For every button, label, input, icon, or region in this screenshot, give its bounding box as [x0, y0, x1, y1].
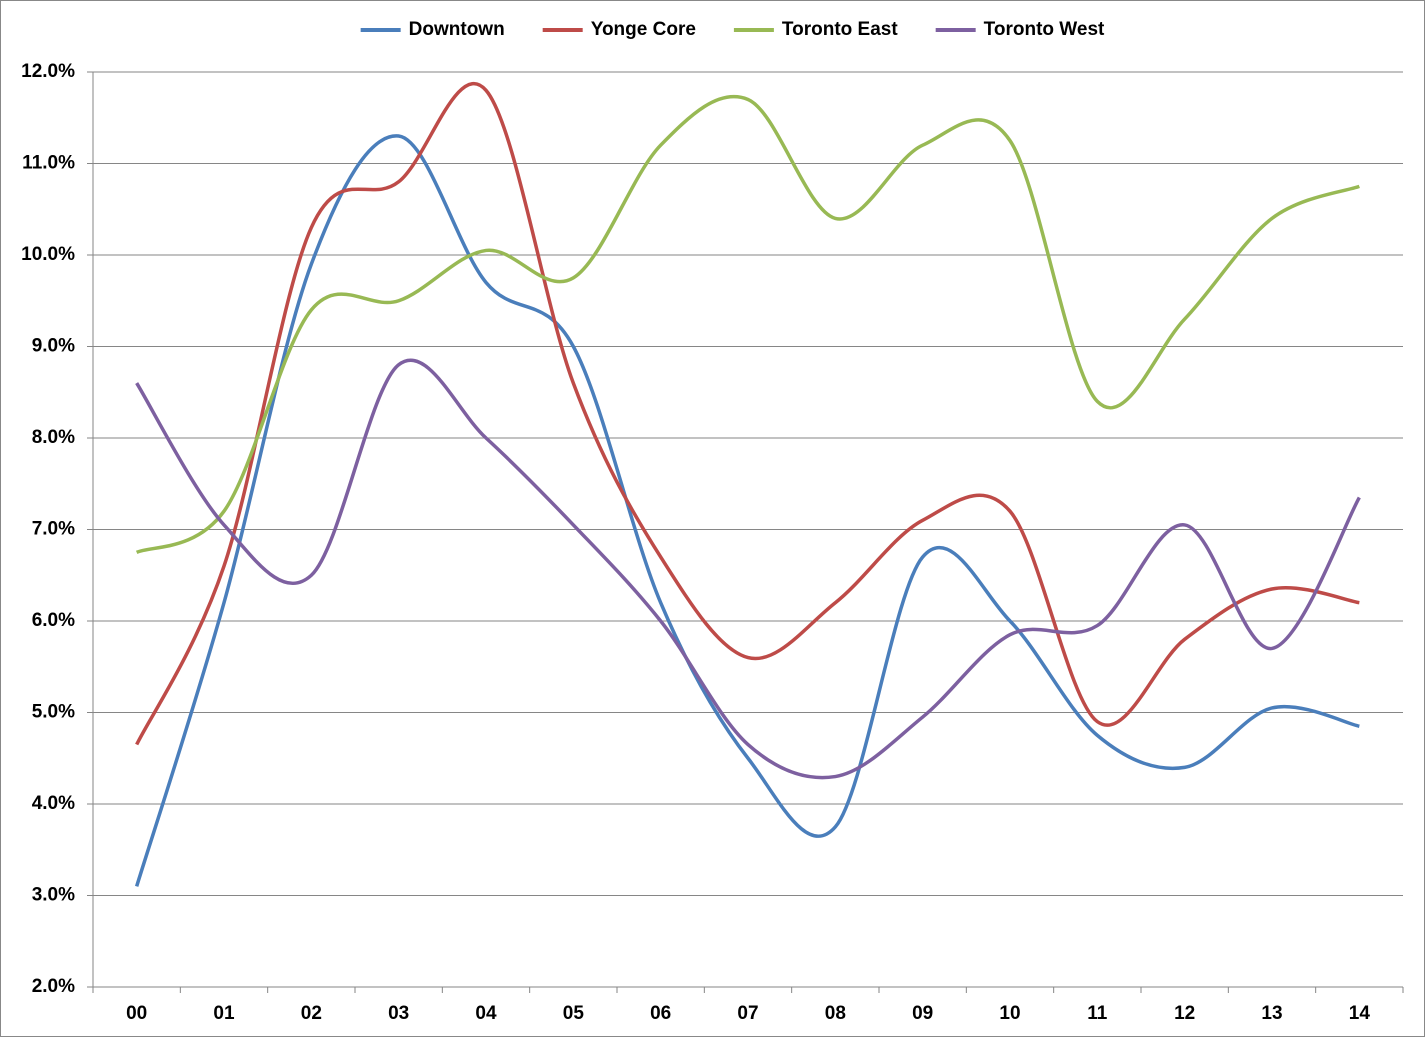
x-tick-label: 03	[388, 1003, 409, 1024]
x-tick-label: 06	[650, 1003, 671, 1024]
legend-label: Yonge Core	[591, 19, 696, 40]
x-tick-label: 00	[126, 1003, 147, 1024]
y-tick-label: 12.0%	[21, 61, 75, 82]
x-tick-label: 01	[213, 1003, 235, 1024]
y-tick-label: 10.0%	[21, 244, 75, 265]
series-line	[135, 94, 1360, 555]
x-tick-label: 13	[1261, 1003, 1282, 1024]
y-tick-label: 6.0%	[32, 610, 75, 631]
legend: Downtown Yonge Core Toronto East Toronto We…	[360, 19, 1105, 40]
y-tick-label: 5.0%	[32, 702, 75, 723]
y-tick-label: 3.0%	[32, 885, 75, 906]
x-tick-label: 02	[301, 1003, 322, 1024]
x-tick-label: 10	[999, 1003, 1020, 1024]
x-tick-label: 11	[1087, 1003, 1108, 1024]
x-tick-label: 09	[912, 1003, 933, 1024]
x-tick-label: 05	[563, 1003, 585, 1024]
y-tick-label: 2.0%	[32, 976, 75, 997]
x-tick-label: 04	[475, 1003, 497, 1024]
series-line	[135, 81, 1360, 746]
x-tick-label: 07	[737, 1003, 758, 1024]
y-tick-label: 11.0%	[22, 153, 75, 174]
legend-label: Toronto West	[984, 19, 1105, 40]
y-tick-label: 9.0%	[32, 336, 75, 357]
x-tick-label: 08	[825, 1003, 846, 1024]
series-line	[135, 358, 1361, 780]
y-tick-label: 4.0%	[32, 793, 75, 814]
x-tick-label: 14	[1349, 1003, 1371, 1024]
legend-label: Toronto East	[782, 19, 898, 40]
y-tick-label: 8.0%	[32, 427, 75, 448]
legend-label: Downtown	[409, 19, 505, 40]
y-tick-label: 7.0%	[32, 519, 75, 540]
x-tick-label: 12	[1174, 1003, 1195, 1024]
